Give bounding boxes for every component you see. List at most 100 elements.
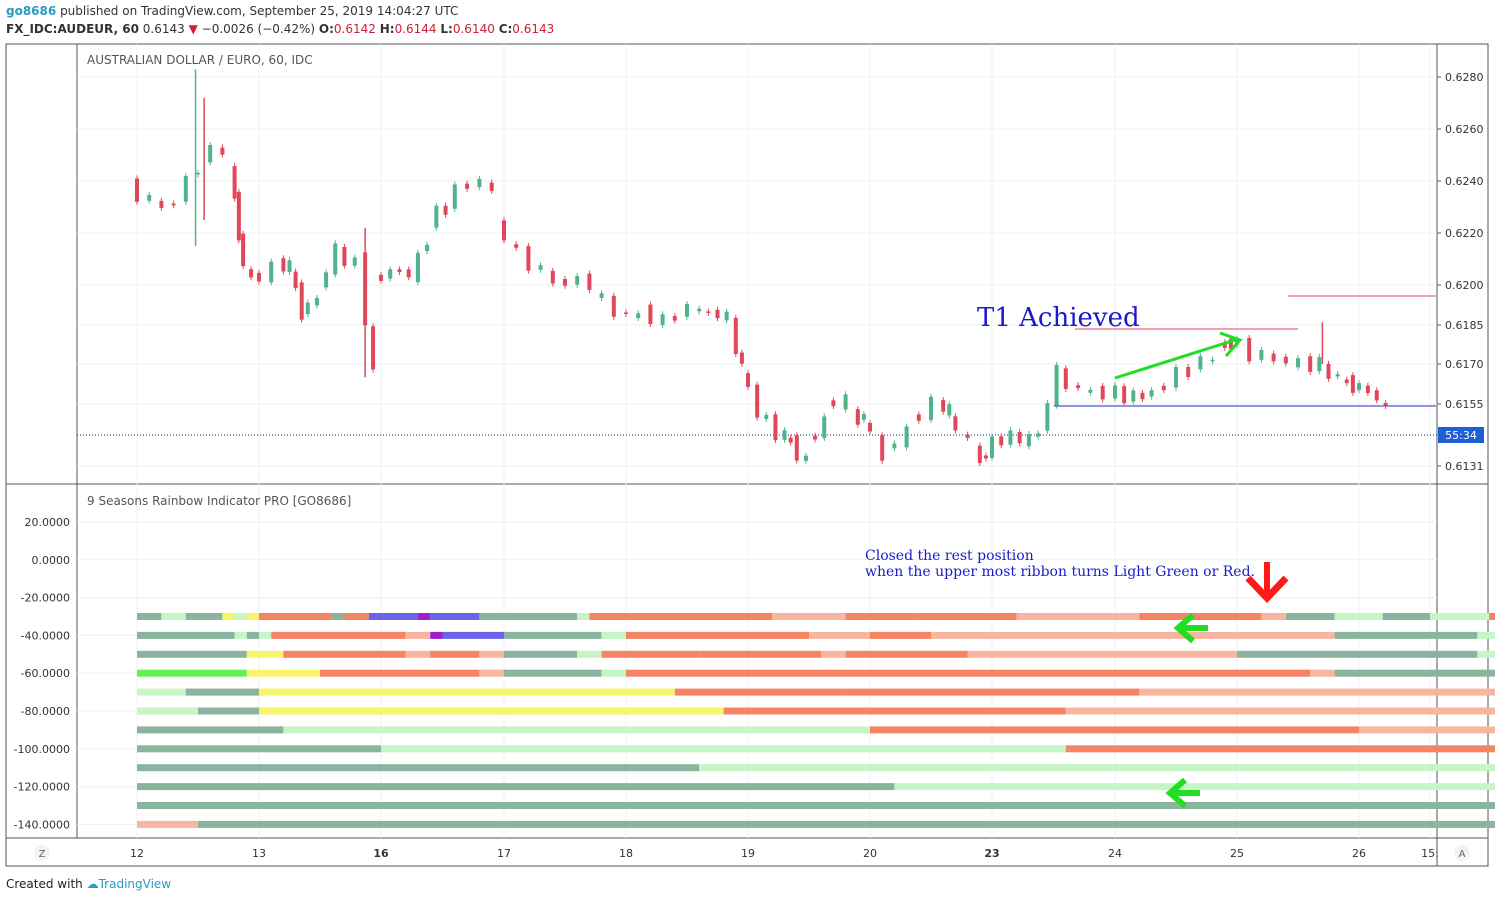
candle-body: [1149, 390, 1154, 397]
ribbon-segment: [271, 631, 406, 639]
ribbon-segment: [222, 613, 235, 620]
indicator-y-tick-label: -120.0000: [14, 781, 70, 794]
ribbon-segment: [1139, 613, 1189, 620]
ribbon-segment: [504, 669, 602, 677]
auto-scale-button[interactable]: [1454, 845, 1470, 861]
candle-body: [1054, 365, 1059, 406]
zoom-button[interactable]: [34, 845, 50, 861]
ribbon-segment: [137, 764, 700, 772]
ribbon-segment: [626, 669, 846, 677]
candle-body: [1222, 342, 1227, 348]
ribbon-segment: [198, 707, 259, 715]
change-down-icon: ▼: [188, 22, 198, 36]
ribbon-segment: [246, 650, 284, 658]
candle-body: [1113, 385, 1117, 399]
ribbon-segment: [577, 650, 602, 658]
candle-body: [1131, 390, 1136, 402]
indicator-y-tick-label: -20.0000: [21, 592, 70, 605]
candle-body: [1344, 379, 1349, 384]
candle-body: [1247, 338, 1252, 362]
candle-body: [538, 265, 543, 270]
zoom-button-label[interactable]: Z: [39, 849, 46, 860]
candle-body: [764, 414, 769, 419]
candle-body: [746, 373, 750, 387]
candle-body: [550, 270, 555, 284]
ribbon-segment: [417, 613, 431, 620]
candle-body: [236, 191, 241, 241]
auto-scale-button-label[interactable]: A: [1459, 849, 1466, 860]
candle-body: [624, 312, 628, 314]
indicator-y-tick-label: -100.0000: [14, 743, 70, 756]
ribbon-segment: [699, 764, 1495, 772]
ribbon-segment: [283, 707, 724, 715]
ribbon-segment: [405, 650, 431, 658]
high-label: H:: [379, 22, 395, 36]
ribbon-segment: [723, 726, 870, 734]
candle-body: [342, 246, 347, 266]
ribbon-segment: [185, 688, 259, 696]
ribbon-segment: [283, 650, 406, 658]
tradingview-logo-icon[interactable]: ☁: [86, 877, 99, 891]
close-label: C:: [498, 22, 513, 36]
candle-body: [916, 414, 921, 421]
candle-body: [611, 295, 616, 317]
y-tick-label: 0.6185: [1445, 319, 1484, 332]
candle-body: [773, 414, 778, 441]
candle-body: [379, 274, 383, 281]
candle-body: [575, 276, 580, 285]
ribbon-segment: [821, 650, 846, 658]
ribbon-segment: [185, 613, 223, 620]
ribbon-segment: [1382, 613, 1430, 620]
candle-body: [755, 384, 760, 418]
candle-body: [241, 233, 246, 267]
x-tick-label: 16: [373, 847, 389, 860]
candle-body: [281, 258, 286, 272]
symbol-label: FX_IDC:AUDEUR, 60: [6, 22, 139, 36]
x-tick-label: 15:: [1421, 847, 1439, 860]
ribbon-segment: [1139, 669, 1311, 677]
candle-body: [1317, 357, 1322, 372]
ribbon-segment: [283, 688, 675, 696]
y-tick-label: 0.6260: [1445, 123, 1484, 136]
candle-body: [514, 244, 519, 248]
candle-body: [941, 400, 946, 412]
candle-body: [1283, 356, 1288, 364]
candle-body: [159, 200, 164, 208]
author-name[interactable]: go8686: [6, 4, 57, 18]
candle-body: [1076, 385, 1081, 389]
x-tick-label: 12: [130, 847, 144, 860]
ribbon-segment: [430, 650, 480, 658]
candle-body: [1100, 385, 1105, 400]
ribbon-segment: [601, 631, 626, 639]
candle-body: [171, 203, 176, 206]
candle-body: [599, 293, 604, 298]
candle-body: [1161, 385, 1166, 391]
footer-brand[interactable]: TradingView: [98, 877, 172, 891]
y-tick-label: 0.6170: [1445, 358, 1484, 371]
candle-body: [526, 246, 531, 271]
exit-note-line2: when the upper most ribbon turns Light G…: [865, 564, 1255, 580]
indicator-title: 9 Seasons Rainbow Indicator PRO [GO8686]: [87, 494, 351, 508]
ribbon-segment: [931, 631, 1335, 639]
candle-body: [208, 144, 213, 163]
indicator-y-tick-label: -140.0000: [14, 818, 70, 831]
ribbon-segment: [1334, 613, 1383, 620]
ribbon-segment: [1016, 613, 1140, 620]
candle-body: [965, 434, 970, 438]
candle-body: [1186, 366, 1191, 378]
last-price: 0.6143: [142, 22, 185, 36]
candle-body: [299, 282, 304, 320]
candle-body: [257, 272, 261, 282]
ribbon-segment: [430, 613, 480, 620]
candle-body: [1357, 383, 1361, 391]
ribbon-segment: [161, 613, 186, 620]
ribbon-segment: [198, 820, 1495, 828]
ribbon-segment: [137, 783, 895, 791]
y-tick-label: 0.6155: [1445, 398, 1484, 411]
ribbon-segment: [772, 613, 846, 620]
candle-body: [706, 311, 711, 313]
ribbon-segment: [870, 631, 931, 639]
ribbon-segment: [1334, 631, 1430, 639]
candle-body: [425, 244, 430, 252]
